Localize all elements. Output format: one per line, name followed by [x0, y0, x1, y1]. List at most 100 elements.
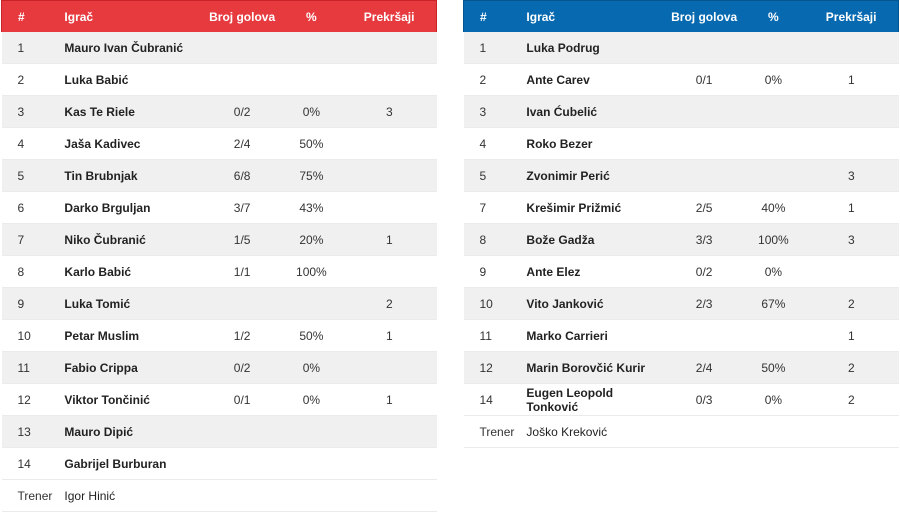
player-goals	[665, 95, 743, 128]
player-name: Zvonimir Perić	[526, 159, 666, 192]
player-row: 9 Luka Tomić 2	[1, 287, 437, 320]
player-percent	[742, 32, 805, 64]
player-row: 9 Ante Elez 0/2 0%	[463, 255, 899, 288]
header-player: Igrač	[64, 9, 94, 24]
header-number: #	[18, 9, 25, 24]
player-name: Jaša Kadivec	[64, 127, 204, 160]
player-row: 12 Marin Borovčić Kurir 2/4 50% 2	[463, 351, 899, 384]
player-name: Ante Elez	[526, 255, 666, 288]
player-goals: 2/5	[665, 191, 743, 224]
coach-label: Trener	[1, 479, 65, 512]
player-percent: 0%	[280, 95, 343, 128]
player-fouls	[804, 255, 899, 288]
player-number: 4	[463, 127, 527, 160]
player-row: 8 Karlo Babić 1/1 100%	[1, 255, 437, 288]
player-number: 3	[463, 95, 527, 128]
player-fouls: 1	[804, 319, 899, 352]
player-name: Eugen Leopold Tonković	[526, 383, 666, 416]
header-percent: %	[306, 9, 317, 24]
player-name: Mauro Dipić	[64, 415, 204, 448]
player-goals: 0/1	[665, 63, 743, 96]
player-percent	[280, 32, 343, 64]
home-table-header: # Igrač Broj golova % Prekršaji	[1, 0, 437, 32]
player-goals: 2/3	[665, 287, 743, 320]
player-percent: 75%	[280, 159, 343, 192]
player-goals	[203, 63, 281, 96]
player-row: 11 Marko Carrieri 1	[463, 319, 899, 352]
player-fouls	[342, 447, 437, 480]
player-number: 14	[463, 383, 527, 416]
player-number: 10	[463, 287, 527, 320]
player-row: 5 Tin Brubnjak 6/8 75%	[1, 159, 437, 192]
player-fouls: 1	[342, 223, 437, 256]
player-percent: 0%	[742, 255, 805, 288]
player-row: 3 Ivan Ćubelić	[463, 95, 899, 128]
player-goals: 2/4	[665, 351, 743, 384]
player-goals	[665, 32, 743, 64]
player-row: 14 Eugen Leopold Tonković 0/3 0% 2	[463, 383, 899, 416]
player-name: Luka Podrug	[526, 32, 666, 64]
player-goals	[665, 127, 743, 160]
player-name: Krešimir Prižmić	[526, 191, 666, 224]
player-fouls: 3	[342, 95, 437, 128]
player-fouls	[342, 159, 437, 192]
player-name: Roko Bezer	[526, 127, 666, 160]
player-number: 3	[1, 95, 65, 128]
header-player: Igrač	[526, 9, 556, 24]
player-name: Bože Gadža	[526, 223, 666, 256]
player-row: 4 Roko Bezer	[463, 127, 899, 160]
player-number: 12	[1, 383, 65, 416]
player-row: 10 Vito Janković 2/3 67% 2	[463, 287, 899, 320]
player-goals	[203, 287, 281, 320]
player-goals: 3/7	[203, 191, 281, 224]
player-goals: 1/2	[203, 319, 281, 352]
player-number: 2	[463, 63, 527, 96]
player-row: 7 Krešimir Prižmić 2/5 40% 1	[463, 191, 899, 224]
player-row: 10 Petar Muslim 1/2 50% 1	[1, 319, 437, 352]
player-row: 11 Fabio Crippa 0/2 0%	[1, 351, 437, 384]
player-goals	[665, 159, 743, 192]
header-goals: Broj golova	[209, 9, 276, 24]
player-goals	[203, 32, 281, 64]
player-row: 1 Luka Podrug	[463, 32, 899, 64]
header-number: #	[480, 9, 487, 24]
player-fouls	[342, 255, 437, 288]
coach-label: Trener	[463, 415, 527, 448]
player-percent: 50%	[742, 351, 805, 384]
player-name: Marin Borovčić Kurir	[526, 351, 666, 384]
player-goals: 0/2	[665, 255, 743, 288]
player-number: 9	[1, 287, 65, 320]
player-percent	[280, 415, 343, 448]
player-fouls: 1	[342, 383, 437, 416]
player-percent: 0%	[742, 63, 805, 96]
coach-name: Joško Kreković	[526, 415, 899, 448]
player-row: 3 Kas Te Riele 0/2 0% 3	[1, 95, 437, 128]
player-fouls: 2	[342, 287, 437, 320]
player-row: 2 Ante Carev 0/1 0% 1	[463, 63, 899, 96]
player-percent: 100%	[280, 255, 343, 288]
player-row: 14 Gabrijel Burburan	[1, 447, 437, 480]
player-percent: 0%	[280, 351, 343, 384]
player-goals	[203, 447, 281, 480]
player-fouls	[804, 32, 899, 64]
coach-name: Igor Hinić	[64, 479, 437, 512]
player-fouls	[342, 415, 437, 448]
player-fouls	[342, 191, 437, 224]
player-fouls: 1	[804, 191, 899, 224]
player-row: 13 Mauro Dipić	[1, 415, 437, 448]
player-percent	[742, 95, 805, 128]
player-goals: 0/2	[203, 351, 281, 384]
player-name: Marko Carrieri	[526, 319, 666, 352]
player-percent	[742, 127, 805, 160]
player-fouls: 3	[804, 159, 899, 192]
player-number: 13	[1, 415, 65, 448]
player-name: Kas Te Riele	[64, 95, 204, 128]
player-number: 5	[463, 159, 527, 192]
player-percent	[742, 159, 805, 192]
player-percent: 50%	[280, 127, 343, 160]
coach-row: Trener Igor Hinić	[1, 479, 437, 512]
player-number: 5	[1, 159, 65, 192]
coach-row: Trener Joško Kreković	[463, 415, 899, 448]
player-row: 8 Bože Gadža 3/3 100% 3	[463, 223, 899, 256]
player-fouls	[804, 95, 899, 128]
